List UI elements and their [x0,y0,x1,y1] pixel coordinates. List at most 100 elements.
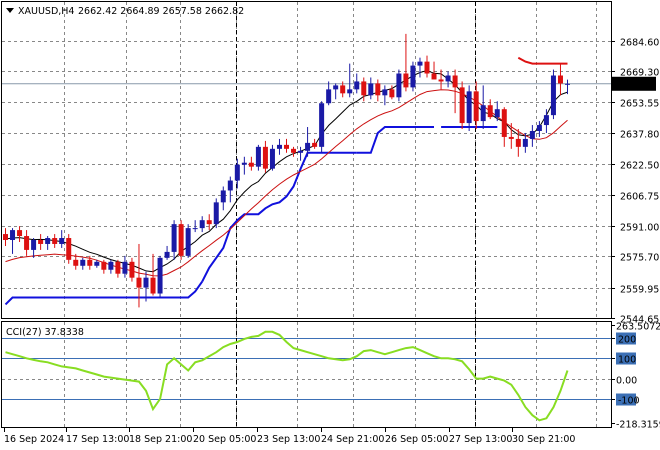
candle [389,85,395,100]
price-tick-label: 2575.70 [620,253,659,264]
cci-level-label: 200 [618,335,636,346]
candle-body [473,91,479,122]
candle [305,127,311,157]
candle [319,101,325,153]
candle [24,230,30,256]
candle [227,176,233,203]
cci-tick-label: 0.00 [616,376,637,387]
candle [445,71,451,88]
candle-body [319,103,325,147]
candle-body [45,238,51,244]
candle [403,33,409,92]
candle [501,107,507,147]
candle [199,216,205,233]
time-tick-label: 26 Sep 05:00 [385,434,448,445]
cci-levels: 200 100 -100 [2,332,640,407]
candle-body [220,190,226,203]
candle-body [536,125,542,131]
candle-body [480,105,486,122]
candle [480,85,486,130]
candle [487,99,493,120]
candle-body [431,73,437,80]
candle [494,101,500,122]
candle-body [80,259,86,266]
candle-body [494,109,500,118]
last-price-label: 2662.82 [617,80,656,91]
time-tick-label: 18 Sep 21:00 [129,434,192,445]
candle-body [192,228,198,230]
collapse-arrow-icon[interactable] [6,8,14,13]
candle [515,129,521,157]
candle [31,238,37,258]
last-price-tag: 2662.82 [612,76,656,91]
candle-body [241,162,247,165]
cci-tick-label: -218.3159 [616,420,660,431]
candle-body [234,164,240,181]
candle [73,253,79,270]
candle-body [164,251,170,258]
candle-body [515,138,521,147]
trail-stop-segment [517,56,568,65]
candle-body [178,224,184,256]
candle [59,230,65,248]
candle-body [143,277,149,288]
candle-body [157,257,163,294]
candle [150,253,156,296]
candle [115,259,121,278]
candle [354,73,360,94]
time-tick-label: 27 Sep 13:00 [449,434,512,445]
candle [45,236,51,250]
price-tick-label: 2637.80 [620,130,659,141]
candle [396,69,402,102]
candle-body [291,148,297,153]
candle-body [3,234,8,241]
candle-body [452,75,458,88]
candle-body [417,61,423,66]
trail-stop-segment [201,151,357,283]
candle [459,81,465,130]
candle-body [459,87,465,124]
price-tick-label: 2544.65 [620,315,659,326]
candle [550,69,556,120]
price-tick-label: 2622.50 [620,161,659,172]
candle-body [557,75,563,84]
candle-body [213,202,219,225]
candle-body [150,277,156,294]
cci-tick-label: 263.5072 [616,322,660,333]
main-gridlines [2,2,611,319]
candle-body [550,75,556,116]
candle-body [24,236,30,250]
candle-body [389,89,395,98]
trail-stop-segment [4,281,204,306]
trail-stop-segment [356,126,434,154]
candle [424,55,430,78]
candle-body [445,75,451,82]
candle [298,146,304,161]
time-tick-label: 24 Sep 21:00 [321,434,384,445]
candle [340,81,346,98]
time-tick-label: 17 Sep 13:00 [66,434,129,445]
candle-body [565,83,570,85]
candle [66,234,72,264]
candle [529,125,535,147]
main-frame [1,1,612,319]
candle [417,57,423,78]
cci-frame [1,321,612,428]
candle-body [115,261,121,274]
candle-body [375,83,381,96]
candle [410,61,416,92]
cci-level-label: 100 [618,355,636,366]
candle [108,259,114,274]
candle [508,123,514,149]
cci-level-tag [616,352,636,365]
time-tick-label: 20 Sep 05:00 [193,434,256,445]
candles [3,33,570,308]
candle-body [312,142,318,147]
candle [241,156,247,175]
candle [185,224,191,258]
candle-body [326,89,332,104]
candle-body [543,115,549,126]
candle-body [269,148,275,169]
candle [17,226,23,242]
